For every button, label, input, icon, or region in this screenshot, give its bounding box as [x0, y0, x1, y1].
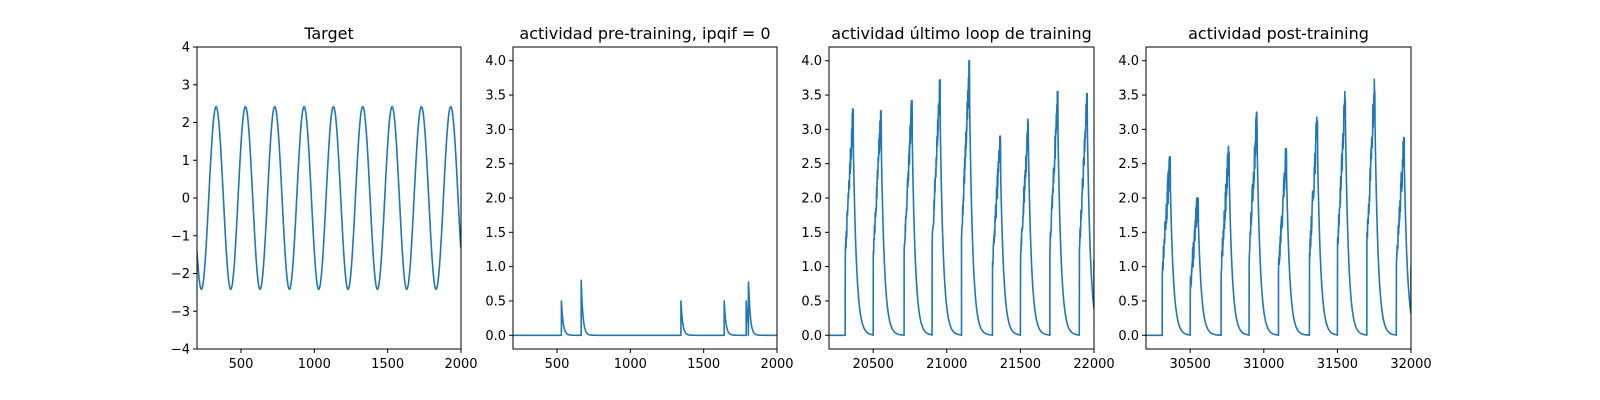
y-tick-label: 2.0 — [485, 192, 506, 207]
y-tick-label: −4 — [171, 343, 190, 358]
x-tick-label: 1000 — [614, 357, 647, 372]
y-tick-label: 0.0 — [801, 329, 822, 344]
y-tick-label: −3 — [171, 305, 190, 320]
x-tick-label: 1000 — [298, 357, 331, 372]
x-tick-label: 21500 — [1000, 357, 1041, 372]
x-tick-label: 1500 — [687, 357, 720, 372]
x-tick-label: 1500 — [371, 357, 404, 372]
y-tick-label: 0 — [182, 192, 190, 207]
x-tick-label: 500 — [545, 357, 570, 372]
subplot-title: actividad post-training — [1188, 24, 1369, 43]
y-tick-label: 2.0 — [801, 192, 822, 207]
series-line — [197, 105, 461, 291]
y-tick-label: 3.5 — [1118, 89, 1139, 104]
subplot-last-training-loop: actividad último loop de training 20500 2… — [801, 24, 1114, 372]
y-tick-label: 0.5 — [801, 294, 822, 309]
series-line — [1146, 78, 1411, 337]
y-tick-label: 0.0 — [1118, 329, 1139, 344]
y-tick-label: −1 — [171, 229, 190, 244]
y-tick-label: 4.0 — [1118, 54, 1139, 69]
y-tick-label: 3.0 — [485, 123, 506, 138]
y-tick-label: 1.0 — [801, 260, 822, 275]
y-tick-label: 4.0 — [485, 54, 506, 69]
y-tick-label: 1.5 — [485, 226, 506, 241]
y-tick-label: 3.5 — [801, 89, 822, 104]
y-tick-label: 0.5 — [485, 294, 506, 309]
axes-frame — [512, 46, 778, 350]
subplot-target: Target 500 1000 1500 2000 −4 −3 −2 −1 0 1 2 3 4 — [171, 24, 478, 372]
series-line — [513, 279, 777, 337]
y-tick-label: 2.5 — [801, 157, 822, 172]
y-tick-label: 0.5 — [1118, 294, 1139, 309]
y-tick-label: 0.0 — [485, 329, 506, 344]
subplot-title: actividad pre-training, ipqif = 0 — [519, 24, 770, 43]
y-tick-label: 3 — [182, 78, 190, 93]
y-tick-label: 1.0 — [485, 260, 506, 275]
y-tick-label: 2.5 — [485, 157, 506, 172]
x-tick-label: 2000 — [760, 357, 793, 372]
x-tick-label: 2000 — [444, 357, 477, 372]
y-tick-label: 3.0 — [1118, 123, 1139, 138]
y-tick-label: 1.5 — [801, 226, 822, 241]
x-tick-label: 500 — [229, 357, 254, 372]
x-tick-label: 31500 — [1317, 357, 1358, 372]
x-tick-label: 31000 — [1243, 357, 1284, 372]
y-tick-label: 4.0 — [801, 54, 822, 69]
subplot-pre-training: actividad pre-training, ipqif = 0 500 100… — [485, 24, 793, 372]
y-tick-label: 1.5 — [1118, 226, 1139, 241]
subplot-title: Target — [303, 24, 354, 43]
y-tick-label: −2 — [171, 267, 190, 282]
y-tick-label: 3.5 — [485, 89, 506, 104]
y-tick-label: 1 — [182, 154, 190, 169]
subplot-post-training: actividad post-training 30500 31000 31500 3… — [1118, 24, 1431, 372]
x-tick-label: 30500 — [1169, 357, 1210, 372]
y-tick-label: 2.5 — [1118, 157, 1139, 172]
x-tick-label: 22000 — [1073, 357, 1114, 372]
x-tick-label: 21000 — [926, 357, 967, 372]
axes-frame — [196, 46, 462, 350]
x-tick-label: 32000 — [1390, 357, 1431, 372]
y-tick-label: 4 — [182, 41, 190, 56]
series-line — [829, 59, 1094, 337]
subplot-title: actividad último loop de training — [831, 24, 1092, 43]
y-tick-label: 3.0 — [801, 123, 822, 138]
y-tick-label: 1.0 — [1118, 260, 1139, 275]
x-tick-label: 20500 — [852, 357, 893, 372]
y-tick-label: 2.0 — [1118, 192, 1139, 207]
y-tick-label: 2 — [182, 116, 190, 131]
